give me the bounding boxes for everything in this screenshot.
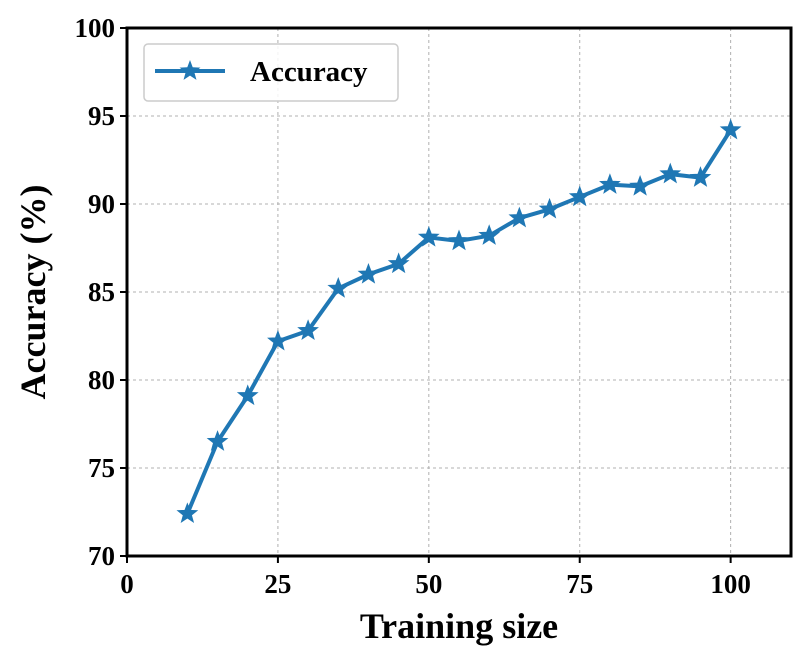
x-axis-title: Training size (360, 606, 558, 646)
legend-box (143, 43, 399, 102)
data-point-star (297, 319, 319, 340)
axis-ticks: 0 25 50 75 100 70 75 80 85 90 95 100 (75, 13, 751, 599)
data-point-star (568, 185, 591, 207)
data-point-star (629, 174, 651, 196)
y-tick-label: 85 (88, 277, 115, 307)
data-point-star (689, 166, 712, 187)
data-point-star (417, 226, 440, 247)
data-point-star (478, 224, 501, 245)
data-point-star (327, 277, 350, 298)
grid-lines (126, 27, 791, 557)
y-tick-label: 70 (88, 541, 115, 571)
y-tick-label: 100 (75, 13, 116, 43)
y-tick-label: 95 (88, 101, 115, 131)
data-point-star (267, 329, 289, 351)
data-point-star (387, 252, 410, 274)
data-point-star (719, 118, 742, 140)
y-tick-label: 80 (88, 365, 115, 395)
y-axis-title: Accuracy (%) (13, 185, 53, 400)
data-point-star (599, 173, 621, 194)
data-point-star (659, 162, 682, 184)
legend: Accuracy (143, 43, 399, 102)
legend-star-icon (179, 60, 201, 80)
x-tick-label: 50 (415, 569, 442, 599)
y-tick-label: 90 (88, 189, 115, 219)
x-tick-label: 75 (566, 569, 593, 599)
data-point-star (448, 229, 470, 251)
x-tick-label: 100 (710, 569, 751, 599)
data-point-star (176, 502, 199, 524)
series-line-accuracy (185, 129, 733, 515)
legend-label-accuracy: Accuracy (250, 56, 368, 88)
data-point-star (538, 197, 561, 219)
data-point-star (508, 206, 531, 228)
series-layer (176, 118, 742, 524)
plot-frame (125, 26, 793, 558)
x-tick-label: 25 (264, 569, 291, 599)
x-tick-label: 0 (120, 569, 134, 599)
y-tick-label: 75 (88, 453, 115, 483)
data-point-star (206, 430, 229, 451)
data-point-star (236, 384, 259, 406)
data-point-star (357, 262, 380, 284)
